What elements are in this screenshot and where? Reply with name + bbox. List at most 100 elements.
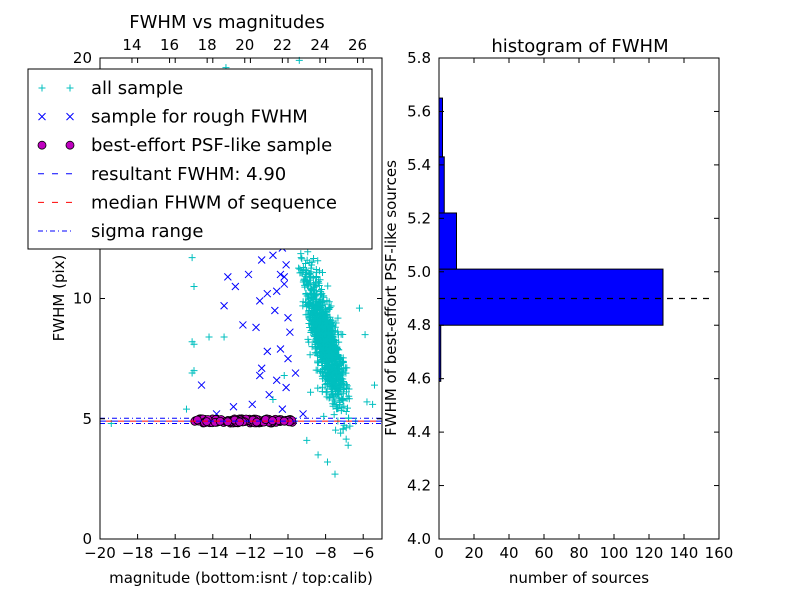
left-x-tick-label: −14	[197, 544, 229, 562]
all-sample-point	[295, 264, 303, 272]
right-x-tick-label: 120	[635, 544, 664, 562]
all-sample-point	[303, 268, 311, 276]
legend-entry: resultant FWHM: 4.90	[38, 164, 286, 185]
all-sample-point	[340, 358, 348, 366]
all-sample-point	[332, 381, 340, 389]
left-x-tick-label: −6	[352, 544, 374, 562]
all-sample-point	[305, 320, 313, 328]
legend-marker	[66, 84, 74, 92]
top-axis-tick-label: 22	[273, 36, 292, 54]
all-sample-point	[339, 425, 347, 433]
all-sample-point	[318, 352, 326, 360]
all-sample-point	[318, 285, 326, 293]
all-sample-point	[190, 340, 198, 348]
all-sample-point	[346, 422, 354, 430]
all-sample-point	[340, 379, 348, 387]
all-sample-point	[306, 351, 314, 359]
legend-label: sigma range	[91, 221, 203, 242]
all-sample-point	[220, 333, 228, 341]
all-sample-point	[339, 368, 347, 376]
all-sample-point	[331, 398, 339, 406]
all-sample-point	[337, 407, 345, 415]
all-sample-point	[303, 256, 311, 264]
right-y-tick-label: 5.2	[407, 209, 431, 227]
legend-entry: sigma range	[38, 221, 203, 242]
all-sample-point	[342, 408, 350, 416]
rough-fwhm-point	[239, 321, 247, 329]
rough-fwhm-point	[276, 270, 285, 279]
legend-marker	[66, 112, 74, 121]
all-sample-point	[302, 289, 310, 297]
all-sample-point	[342, 435, 350, 443]
rough-fwhm-point	[280, 273, 289, 281]
rough-fwhm-point	[272, 376, 281, 385]
rough-fwhm-point	[276, 345, 285, 353]
all-sample-point	[340, 421, 348, 429]
all-sample-point	[296, 269, 304, 277]
all-sample-point	[363, 398, 371, 406]
all-sample-point	[314, 451, 322, 459]
all-sample-point	[182, 405, 190, 413]
legend-label: median FHWM of sequence	[91, 192, 337, 213]
right-axes: 0 20 40 60 80 100 120 140 160 4.0 4.2 4.4 4.6 4.8 5.0 5…	[407, 49, 733, 562]
right-y-tick-label: 5.6	[407, 102, 431, 120]
all-sample-point	[280, 371, 288, 379]
all-sample-point	[322, 388, 330, 396]
all-sample-point	[331, 346, 339, 354]
all-sample-point	[344, 441, 352, 449]
all-sample-point	[320, 312, 328, 320]
legend-marker	[65, 140, 75, 150]
all-sample-point	[318, 388, 326, 396]
all-sample-point	[338, 367, 346, 375]
right-x-tick-label: 100	[600, 544, 629, 562]
all-sample-point	[369, 400, 377, 408]
left-axes: −20 −18 −16 −14 −12 −10 −8 −6 0 5 10 20 14 16 18 20 22 24…	[73, 36, 383, 562]
all-sample-point	[318, 333, 326, 341]
rough-fwhm-point	[269, 251, 277, 260]
left-x-tick-label: −8	[315, 544, 337, 562]
all-sample-point	[319, 268, 327, 276]
all-sample-point	[188, 369, 196, 377]
all-sample-point	[324, 318, 332, 326]
rough-fwhm-point	[257, 364, 266, 373]
top-axis-tick-label: 26	[348, 36, 367, 54]
all-sample-point	[311, 336, 319, 344]
rough-fwhm-point	[255, 371, 264, 380]
all-sample-point	[269, 396, 277, 404]
all-sample-point	[355, 304, 363, 312]
rough-fwhm-point	[248, 400, 257, 409]
all-sample-point	[313, 335, 321, 343]
all-sample-point	[325, 349, 333, 357]
all-sample-point	[318, 369, 326, 377]
right-x-tick-label: 40	[499, 544, 518, 562]
all-sample-point	[370, 381, 378, 389]
all-sample-point	[334, 404, 342, 412]
right-y-tick-label: 4.0	[407, 530, 431, 548]
rough-fwhm-point	[197, 381, 206, 389]
all-sample-point	[328, 353, 336, 361]
all-sample-point	[333, 368, 341, 376]
left-x-axis-label: magnitude (bottom:isnt / top:calib)	[109, 569, 373, 587]
all-sample-point	[188, 254, 196, 262]
rough-fwhm-point	[255, 297, 264, 305]
all-sample-point	[342, 369, 350, 377]
all-sample-point	[317, 323, 325, 331]
legend: all sample sample for rough FWHM best-effo…	[27, 68, 373, 250]
rough-fwhm-point	[282, 383, 290, 392]
all-sample-point	[343, 382, 351, 390]
right-y-tick-label: 4.8	[407, 316, 431, 334]
rough-fwhm-point	[263, 289, 272, 298]
rough-fwhm-point	[263, 347, 272, 356]
right-x-tick-label: 0	[434, 544, 444, 562]
all-sample-point	[333, 375, 341, 383]
right-x-tick-label: 160	[705, 544, 734, 562]
rough-fwhm-point	[299, 410, 307, 418]
rough-fwhm-point	[229, 402, 238, 411]
all-sample-point	[297, 254, 305, 262]
all-sample-point	[308, 302, 316, 310]
legend-label: sample for rough FWHM	[91, 107, 308, 128]
histogram-bar	[438, 268, 664, 326]
all-sample-point	[324, 366, 332, 374]
legend-marker	[38, 112, 46, 121]
